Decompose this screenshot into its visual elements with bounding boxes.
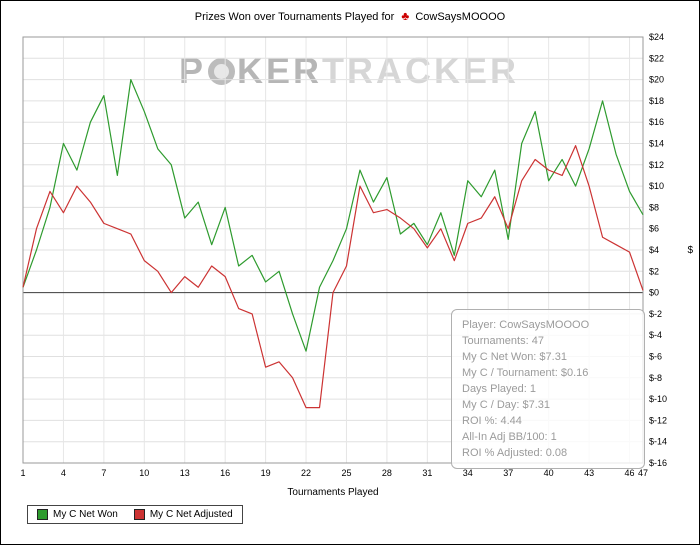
y-tick-label: $4	[649, 245, 659, 255]
x-axis-title: Tournaments Played	[287, 487, 379, 498]
legend-label: My C Net Adjusted	[149, 509, 233, 520]
y-tick-label: $-6	[649, 352, 662, 362]
y-axis-title: $	[687, 245, 693, 256]
series-line-my-c-net-won	[22, 78, 644, 352]
y-tick-label: $20	[649, 75, 664, 85]
tooltip-line: All-In Adj BB/100: 1	[462, 431, 557, 443]
chart-title-text: Prizes Won over Tournaments Played for	[194, 11, 395, 23]
y-tick-label: $24	[649, 32, 664, 42]
tooltip-line: My C / Day: $7.31	[462, 399, 551, 411]
legend-swatch	[37, 509, 48, 520]
stats-tooltip: Player: CowSaysMOOOO Tournaments: 47 My C …	[451, 309, 645, 469]
y-tick-label: $22	[649, 53, 664, 63]
y-tick-label: $-2	[649, 309, 662, 319]
legend-item: My C Net Adjusted	[133, 509, 233, 520]
chart-title: Prizes Won over Tournaments Played for ♣…	[1, 9, 699, 23]
legend-label: My C Net Won	[53, 509, 118, 520]
tooltip-line: ROI %: 4.44	[462, 415, 522, 427]
y-tick-label: $6	[649, 224, 659, 234]
y-tick-label: $-12	[649, 415, 667, 425]
y-tick-label: $14	[649, 139, 664, 149]
y-tick-label: $8	[649, 202, 659, 212]
x-tick-label: 47	[638, 468, 648, 478]
chart-legend: My C Net Won My C Net Adjusted	[27, 505, 243, 524]
y-tick-label: $18	[649, 96, 664, 106]
y-tick-label: $2	[649, 266, 659, 276]
tooltip-line: Player: CowSaysMOOOO	[462, 319, 590, 331]
x-tick-label: 19	[261, 468, 271, 478]
x-tick-label: 13	[180, 468, 190, 478]
player-name: CowSaysMOOOO	[415, 11, 506, 23]
y-tick-label: $10	[649, 181, 664, 191]
x-tick-label: 31	[422, 468, 432, 478]
x-tick-label: 46	[625, 468, 635, 478]
x-tick-label: 25	[341, 468, 351, 478]
y-tick-label: $-8	[649, 373, 662, 383]
x-tick-label: 7	[101, 468, 106, 478]
x-tick-label: 43	[584, 468, 594, 478]
legend-item: My C Net Won	[37, 509, 118, 520]
series-line-my-c-net-adjusted	[22, 145, 644, 409]
x-tick-label: 4	[61, 468, 66, 478]
y-tick-label: $-4	[649, 330, 662, 340]
y-tick-label: $-10	[649, 394, 667, 404]
tooltip-line: ROI % Adjusted: 0.08	[462, 447, 568, 459]
y-tick-label: $0	[649, 288, 659, 298]
x-tick-label: 16	[220, 468, 230, 478]
y-tick-label: $12	[649, 160, 664, 170]
legend-swatch	[133, 509, 145, 520]
x-tick-label: 34	[463, 468, 473, 478]
y-tick-label: $16	[649, 117, 664, 127]
tooltip-line: Days Played: 1	[462, 383, 536, 395]
x-tick-label: 37	[503, 468, 513, 478]
tooltip-line: My C / Tournament: $0.16	[462, 367, 589, 379]
club-suit-icon: ♣	[401, 9, 410, 23]
x-tick-label: 22	[301, 468, 311, 478]
x-tick-label: 40	[544, 468, 554, 478]
x-tick-label: 1	[20, 468, 25, 478]
y-tick-label: $-16	[649, 458, 667, 468]
y-tick-label: $-14	[649, 437, 667, 447]
tooltip-line: Tournaments: 47	[462, 335, 544, 347]
x-tick-label: 28	[382, 468, 392, 478]
x-tick-label: 10	[139, 468, 149, 478]
plot-border	[22, 36, 644, 464]
tooltip-line: My C Net Won: $7.31	[462, 351, 567, 363]
